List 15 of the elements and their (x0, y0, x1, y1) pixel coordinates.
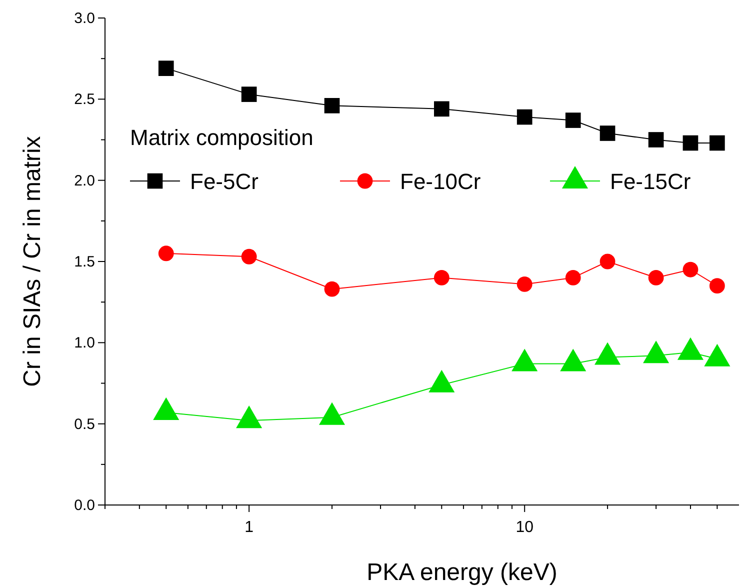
legend-label: Fe-10Cr (400, 169, 481, 194)
x-tick-label: 10 (516, 519, 534, 536)
y-axis-title: Cr in SIAs / Cr in matrix (19, 136, 46, 387)
y-tick-label: 1.5 (74, 254, 95, 270)
y-tick-label: 1.0 (74, 334, 95, 352)
legend-label: Fe-15Cr (610, 169, 691, 194)
y-tick-label: 0.5 (74, 416, 95, 433)
y-tick-label: 0.0 (74, 497, 95, 514)
y-tick-label: 2.5 (74, 91, 95, 108)
legend-label: Fe-5Cr (190, 169, 258, 194)
y-tick-label: 3.0 (74, 10, 95, 27)
legend-title: Matrix composition (130, 125, 314, 150)
y-tick-label: 2.0 (74, 172, 95, 190)
x-tick-label: 1 (244, 519, 254, 536)
x-axis-title: PKA energy (keV) (366, 559, 558, 586)
